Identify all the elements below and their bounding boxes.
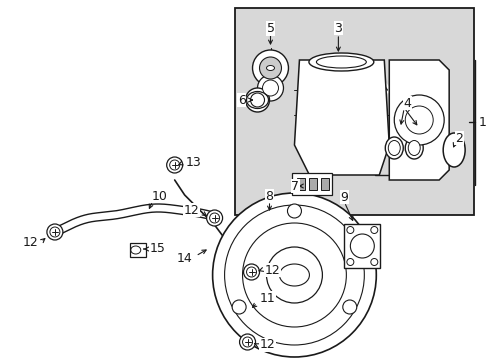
Text: 6: 6 [237,94,245,107]
Ellipse shape [405,137,422,159]
Bar [297,178,305,190]
Text: 12: 12 [183,203,199,216]
Circle shape [212,193,376,357]
Circle shape [287,204,301,218]
Circle shape [250,93,264,107]
Circle shape [239,334,255,350]
Circle shape [206,210,222,226]
Circle shape [342,300,356,314]
Text: 14: 14 [177,252,192,265]
Text: 8: 8 [265,189,273,202]
Circle shape [346,258,353,266]
Circle shape [169,160,179,170]
Bar [309,178,317,190]
Circle shape [266,247,322,303]
Circle shape [262,80,278,96]
Circle shape [47,224,63,240]
Text: 9: 9 [340,190,347,203]
Circle shape [166,157,183,173]
Circle shape [232,300,245,314]
Ellipse shape [279,264,309,286]
Polygon shape [294,60,388,175]
Text: 10: 10 [151,189,167,202]
Text: 13: 13 [185,156,201,168]
Ellipse shape [442,133,464,167]
Circle shape [209,213,219,223]
Text: 12: 12 [22,235,38,248]
Text: 11: 11 [259,292,275,305]
Circle shape [50,227,60,237]
Text: 4: 4 [403,96,410,109]
Ellipse shape [308,53,373,71]
Ellipse shape [385,137,403,159]
Circle shape [242,337,252,347]
Bar [129,243,145,257]
Circle shape [370,258,377,266]
Bar [344,224,380,268]
Text: 12: 12 [259,338,275,351]
Circle shape [252,50,288,86]
Circle shape [393,95,443,145]
Text: 12: 12 [264,264,280,276]
Ellipse shape [266,66,274,71]
Circle shape [243,264,259,280]
Ellipse shape [407,140,419,156]
Ellipse shape [387,140,400,156]
Circle shape [259,57,281,79]
Circle shape [370,226,377,234]
Circle shape [349,234,373,258]
Circle shape [346,226,353,234]
Polygon shape [388,60,448,180]
Ellipse shape [316,56,366,68]
Text: 1: 1 [478,116,486,129]
Text: 2: 2 [454,131,462,144]
Bar [321,178,329,190]
Text: 3: 3 [334,22,342,35]
Circle shape [246,267,256,277]
Text: 15: 15 [149,242,165,255]
Circle shape [245,88,269,112]
Bar [292,173,332,195]
Bar [234,8,473,215]
Circle shape [257,75,283,101]
Text: 7: 7 [291,180,299,193]
Circle shape [405,106,432,134]
Text: 5: 5 [266,22,274,35]
